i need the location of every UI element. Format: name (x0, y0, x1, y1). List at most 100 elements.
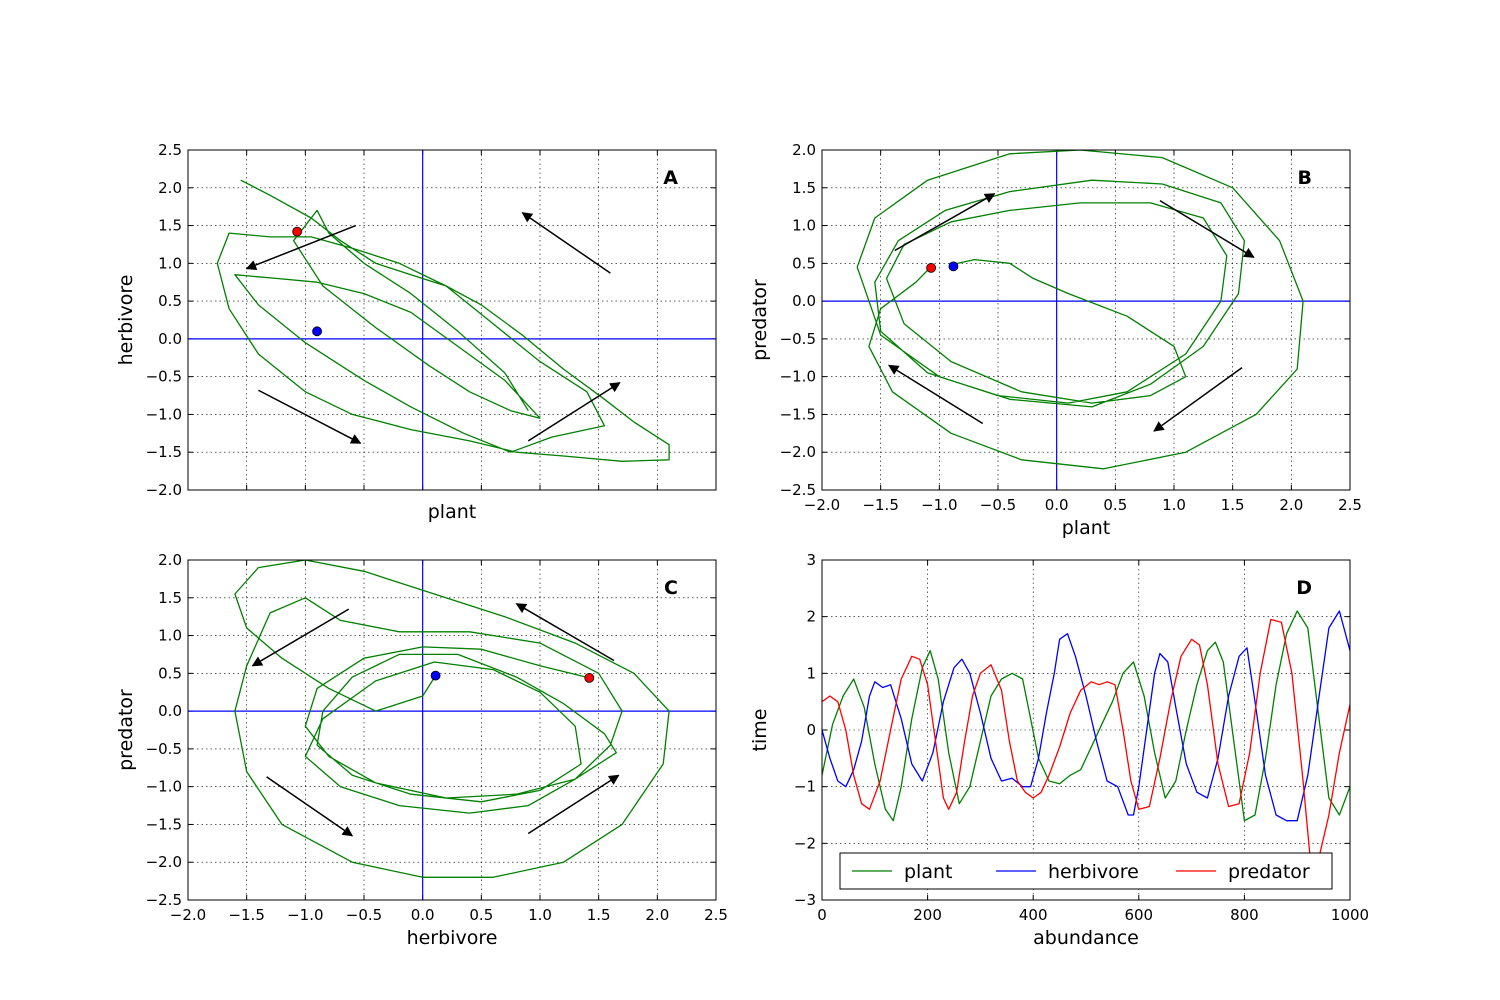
x-tick-label: −1.5 (862, 496, 898, 514)
start-marker (584, 672, 595, 683)
axes-frame (821, 559, 1351, 901)
end-marker (948, 261, 959, 272)
x-tick-label: 600 (1124, 906, 1153, 924)
plot-area (822, 560, 1350, 900)
panel-label: B (1298, 167, 1312, 189)
x-tick-label: 0.0 (1045, 496, 1069, 514)
x-tick-label: 2.5 (704, 906, 728, 924)
y-tick-label: 1.5 (158, 217, 182, 235)
x-tick-label: 1.0 (528, 906, 552, 924)
direction-arrow (1153, 366, 1243, 432)
y-tick-label: −0.5 (146, 740, 182, 758)
trajectory-line (234, 560, 670, 878)
series-line-herbivore (822, 610, 1350, 822)
y-tick-label: 0.0 (792, 292, 816, 310)
x-tick-label: 800 (1230, 906, 1259, 924)
legend: plant herbivore predator (839, 852, 1333, 890)
y-axis-label: predator (749, 279, 771, 361)
end-marker (312, 326, 322, 337)
y-tick-label: 3 (806, 551, 816, 569)
axes-frame (187, 559, 717, 901)
direction-arrow (266, 776, 354, 837)
y-tick-label: −1 (794, 778, 816, 796)
direction-arrow (894, 193, 996, 252)
panel-label: A (663, 167, 678, 189)
y-tick-label: 0 (806, 721, 816, 739)
y-tick-label: −0.5 (780, 330, 816, 348)
y-tick-label: −2.0 (780, 443, 816, 461)
direction-arrow (515, 603, 615, 662)
x-tick-label: −1.0 (287, 906, 323, 924)
x-tick-label: −0.5 (346, 906, 382, 924)
panel-label: D (1296, 577, 1312, 599)
axes-frame (187, 149, 717, 491)
y-tick-label: 1.0 (158, 627, 182, 645)
direction-arrow (521, 212, 611, 274)
x-tick-label: −1.5 (228, 906, 264, 924)
x-axis-label: herbivore (407, 927, 498, 949)
data-layer (856, 150, 1304, 470)
direction-arrow (887, 364, 984, 425)
y-tick-label: 2.0 (792, 141, 816, 159)
x-tick-label: 1.5 (587, 906, 611, 924)
y-tick-label: −2.5 (780, 481, 816, 499)
x-tick-label: −2.0 (170, 906, 206, 924)
x-tick-label: −0.5 (980, 496, 1016, 514)
y-tick-label: 0.5 (158, 664, 182, 682)
y-tick-label: −0.5 (146, 368, 182, 386)
x-tick-label: 200 (913, 906, 942, 924)
x-tick-label: 1.0 (1162, 496, 1186, 514)
panel-b: −2.0 −1.5 −1.0 −0.5 0.0 0.5 1.0 1.5 2.0 2.5−2.5−2… (749, 141, 1362, 539)
plot-area (822, 150, 1350, 490)
start-marker (292, 226, 303, 237)
y-tick-label: 2.0 (158, 551, 182, 569)
x-tick-label: 2.0 (645, 906, 669, 924)
y-tick-label: 0.0 (158, 330, 182, 348)
series-line-plant (822, 610, 1350, 822)
legend-label-herbivore: herbivore (1048, 861, 1139, 883)
y-tick-label: −1.0 (146, 405, 182, 423)
legend-label-predator: predator (1228, 861, 1310, 883)
x-tick-label: 400 (1019, 906, 1048, 924)
panel-a: −2.0 −1.5 −1.0 −0.5 0.0 0.5 1.0 1.5 2.0 2.5 Aplant… (115, 141, 717, 523)
y-tick-label: 2.0 (158, 179, 182, 197)
y-tick-label: −1.5 (146, 815, 182, 833)
y-tick-label: −2.0 (146, 481, 182, 499)
panel-c: −2.0 −1.5 −1.0 −0.5 0.0 0.5 1.0 1.5 2.0 2.5−2.5−2… (115, 551, 728, 949)
y-tick-label: 1.0 (792, 217, 816, 235)
x-axis-label: plant (1062, 517, 1110, 539)
y-tick-label: 0.0 (158, 702, 182, 720)
y-tick-label: −1.0 (780, 368, 816, 386)
y-tick-label: 2.5 (158, 141, 182, 159)
direction-arrow (1159, 199, 1255, 258)
panel-label: C (664, 577, 678, 599)
x-tick-label: 0.5 (1103, 496, 1127, 514)
start-marker (926, 262, 937, 273)
y-tick-label: 0.5 (792, 254, 816, 272)
x-tick-label: 0 (817, 906, 827, 924)
legend-box (839, 852, 1333, 890)
data-layer (234, 560, 670, 878)
x-axis-label: abundance (1033, 927, 1139, 949)
y-tick-label: −2.0 (146, 853, 182, 871)
direction-arrow (251, 608, 350, 667)
x-tick-label: 2.5 (1338, 496, 1362, 514)
x-tick-label: 1.5 (1221, 496, 1245, 514)
end-marker (430, 670, 441, 681)
y-axis-label: predator (115, 689, 137, 771)
x-tick-label: 2.0 (1279, 496, 1303, 514)
y-tick-label: −1.5 (780, 405, 816, 423)
y-tick-label: −3 (794, 891, 816, 909)
y-axis-label: time (749, 709, 771, 752)
y-tick-label: 0.5 (158, 292, 182, 310)
y-tick-label: −2.5 (146, 891, 182, 909)
y-tick-label: 2 (806, 608, 816, 626)
y-tick-label: 1.5 (792, 179, 816, 197)
direction-arrow (527, 382, 621, 442)
data-layer (822, 610, 1350, 861)
y-tick-label: −1.0 (146, 778, 182, 796)
y-tick-label: 1.0 (158, 254, 182, 272)
x-tick-label: 1000 (1331, 906, 1369, 924)
